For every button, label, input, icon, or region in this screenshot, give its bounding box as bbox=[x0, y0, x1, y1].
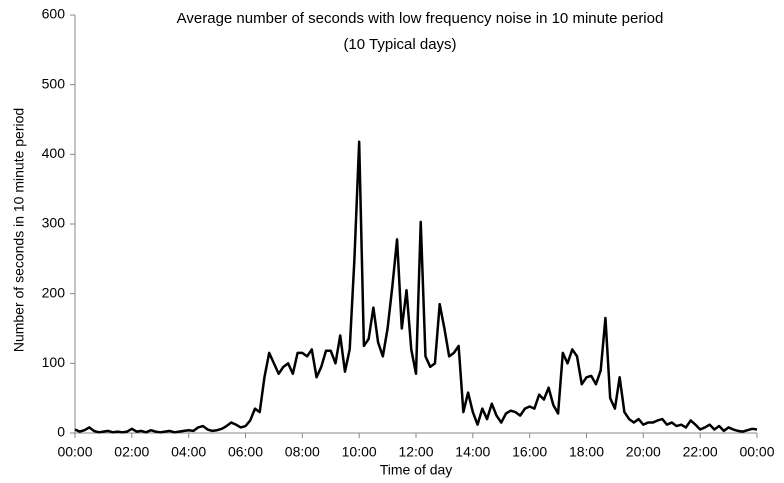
x-tick-label: 10:00 bbox=[342, 444, 377, 460]
data-line bbox=[74, 140, 758, 434]
x-axis-label: Time of day bbox=[380, 462, 453, 478]
y-tick-label: 0 bbox=[57, 424, 65, 440]
x-tick-label: 14:00 bbox=[455, 444, 490, 460]
x-tick-label: 06:00 bbox=[228, 444, 263, 460]
chart-subtitle: (10 Typical days) bbox=[343, 36, 456, 53]
x-tick-label: 04:00 bbox=[171, 444, 206, 460]
x-tick-label: 00:00 bbox=[739, 444, 774, 460]
x-tick-label: 12:00 bbox=[398, 444, 433, 460]
y-tick-label: 600 bbox=[42, 6, 66, 22]
x-tick-label: 02:00 bbox=[114, 444, 149, 460]
y-tick-label: 500 bbox=[42, 75, 66, 91]
y-tick-label: 400 bbox=[42, 145, 66, 161]
x-tick-label: 20:00 bbox=[626, 444, 661, 460]
y-tick-label: 300 bbox=[42, 215, 66, 231]
x-tick-label: 00:00 bbox=[57, 444, 92, 460]
x-tick-label: 16:00 bbox=[512, 444, 547, 460]
y-tick-label: 100 bbox=[42, 354, 66, 370]
y-axis-label: Number of seconds in 10 minute period bbox=[11, 108, 27, 352]
x-tick-label: 22:00 bbox=[683, 444, 718, 460]
y-tick-label: 200 bbox=[42, 284, 66, 300]
x-tick-label: 08:00 bbox=[285, 444, 320, 460]
chart-title: Average number of seconds with low frequ… bbox=[177, 10, 664, 27]
x-tick-label: 18:00 bbox=[569, 444, 604, 460]
